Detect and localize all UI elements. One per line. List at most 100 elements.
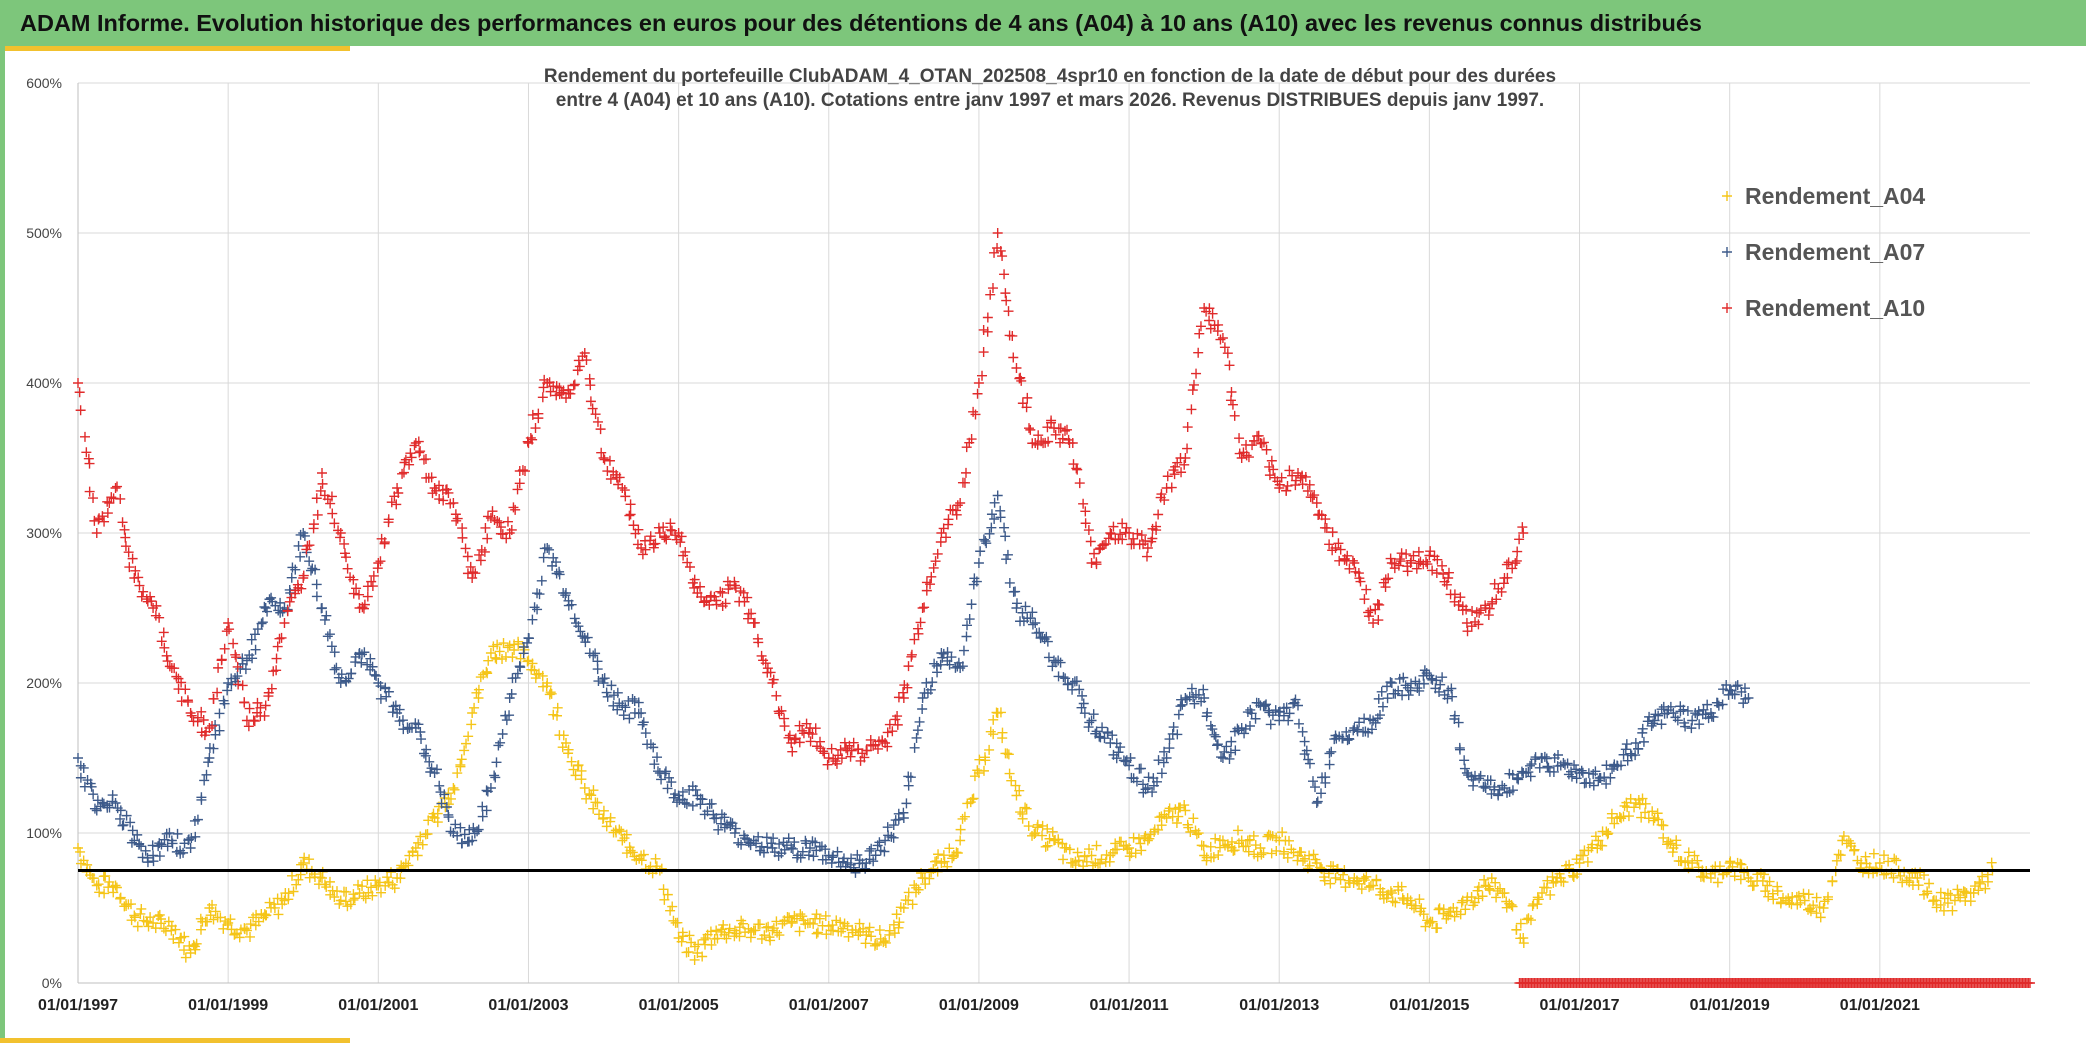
interp-point [1094, 731, 1105, 742]
interp-point [450, 509, 461, 520]
interp-point [1016, 375, 1027, 386]
interp-point [1147, 533, 1158, 544]
interp-point [979, 752, 990, 763]
interp-point [662, 783, 673, 794]
interp-point [743, 613, 754, 624]
interp-point [1697, 871, 1708, 882]
y-tick-label: 400% [26, 375, 62, 391]
interp-point [463, 731, 474, 742]
interp-point [1686, 723, 1697, 734]
interp-point [1133, 833, 1144, 844]
interp-point [845, 751, 856, 762]
data-point [880, 936, 891, 946]
interp-point [1525, 760, 1536, 771]
interp-point [1497, 888, 1508, 899]
interp-point [1582, 856, 1593, 867]
interp-point [365, 653, 376, 664]
x-tick-label: 01/01/2003 [488, 997, 568, 1014]
interp-point [178, 945, 189, 956]
interp-point [1857, 867, 1868, 878]
interp-point [1099, 539, 1110, 550]
interp-point [191, 938, 202, 949]
interp-point [285, 587, 296, 598]
interp-point [794, 926, 805, 937]
interp-point [924, 873, 935, 884]
interp-point [1542, 761, 1553, 772]
interp-point [210, 906, 221, 917]
interp-point [950, 505, 961, 516]
interp-point [978, 347, 989, 358]
interp-point [633, 697, 644, 708]
interp-point [414, 447, 425, 458]
interp-point [1076, 702, 1087, 713]
legend-label: Rendement_A07 [1745, 239, 1925, 265]
interp-point [545, 386, 556, 397]
interp-point [1303, 754, 1314, 765]
interp-point [1188, 813, 1199, 824]
interp-point [836, 753, 847, 764]
interp-point [1648, 815, 1659, 826]
interp-point [970, 409, 981, 420]
interp-point [1230, 745, 1241, 756]
interp-point [1606, 808, 1617, 819]
interp-point [1084, 844, 1094, 855]
interp-point [989, 497, 1000, 508]
legend-marker [1722, 303, 1732, 313]
interp-point [951, 509, 962, 520]
interp-point [981, 538, 992, 549]
interp-point [246, 634, 257, 645]
interp-point [877, 736, 888, 747]
interp-point [143, 921, 154, 932]
interp-point [933, 849, 944, 860]
interp-point [928, 562, 939, 573]
interp-point [534, 589, 545, 600]
interp-point [1533, 894, 1544, 905]
interp-point [1186, 683, 1197, 694]
interp-point [789, 734, 800, 745]
interp-point [1226, 736, 1237, 747]
interp-point [293, 874, 304, 885]
interp-point [999, 522, 1010, 533]
interp-point [1154, 812, 1165, 823]
interp-point [1382, 693, 1393, 704]
interp-point [539, 543, 550, 554]
interp-point [1166, 482, 1177, 493]
interp-point [1140, 535, 1151, 546]
interp-point [1406, 555, 1417, 566]
interp-point [1042, 840, 1053, 851]
interp-point [756, 650, 767, 661]
interp-point [1525, 771, 1536, 782]
interp-point [1213, 850, 1224, 861]
interp-point [1078, 498, 1089, 509]
interp-point [473, 684, 484, 695]
interp-point [1222, 348, 1233, 359]
interp-point [1224, 360, 1235, 371]
interp-point [156, 918, 167, 929]
interp-point [1795, 897, 1806, 908]
interp-point [1702, 699, 1713, 710]
interp-point [659, 894, 670, 905]
interp-point [1385, 886, 1396, 897]
interp-point [375, 556, 386, 567]
interp-point [1576, 765, 1587, 776]
interp-point [977, 370, 988, 381]
interp-point [346, 668, 357, 679]
interp-point [1335, 874, 1346, 885]
interp-point [136, 841, 147, 852]
interp-point [151, 600, 162, 611]
data-point [1424, 550, 1435, 561]
interp-point [650, 538, 661, 549]
interp-point [1226, 836, 1237, 847]
interp-point [107, 881, 118, 892]
interp-point [1296, 847, 1307, 858]
data-point [1874, 858, 1885, 868]
top-accent-bar [0, 46, 350, 51]
interp-point [1640, 807, 1651, 818]
interp-point [1310, 782, 1320, 793]
interp-point [681, 799, 692, 810]
interp-point [1658, 832, 1669, 843]
interp-point [466, 719, 477, 730]
interp-point [1735, 874, 1746, 885]
chart-title-line2: entre 4 (A04) et 10 ans (A10). Cotations… [556, 90, 1544, 111]
interp-point [1437, 560, 1448, 571]
